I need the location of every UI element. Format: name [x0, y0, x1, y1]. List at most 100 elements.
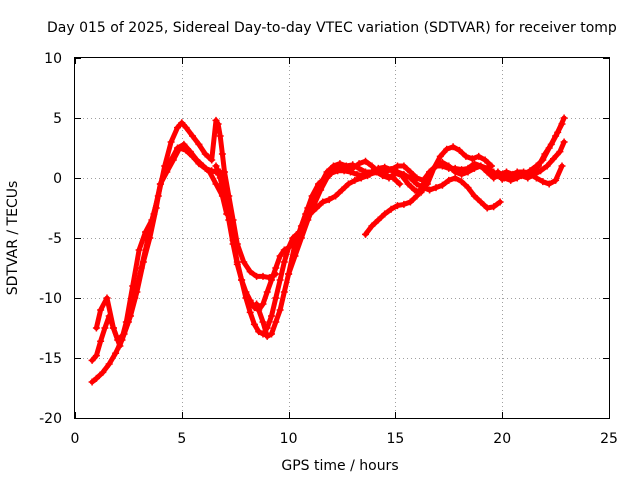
- x-axis-title: GPS time / hours: [281, 458, 398, 474]
- data-point-marker: [391, 169, 399, 177]
- x-tick-label: 0: [71, 431, 80, 447]
- data-point-marker: [458, 166, 466, 174]
- data-point-marker: [477, 198, 485, 206]
- data-point-marker: [319, 198, 327, 206]
- data-point-marker: [201, 150, 209, 158]
- data-point-marker: [362, 230, 369, 238]
- data-point-marker: [178, 119, 186, 127]
- data-point-marker: [438, 162, 446, 170]
- data-point-marker: [161, 162, 169, 170]
- data-point-marker: [432, 184, 440, 192]
- data-point-marker: [552, 176, 560, 184]
- data-point-marker: [148, 216, 156, 224]
- data-point-marker: [312, 204, 320, 212]
- data-point-marker: [240, 258, 248, 266]
- data-point-marker: [263, 332, 271, 340]
- data-point-marker: [218, 150, 226, 158]
- data-point-marker: [498, 175, 506, 183]
- data-point-marker: [558, 120, 566, 128]
- data-point-marker: [276, 306, 284, 314]
- data-point-marker: [97, 306, 105, 314]
- data-point-marker: [552, 132, 560, 140]
- data-point-marker: [364, 172, 372, 180]
- x-tick-label: 5: [177, 431, 186, 447]
- data-point-marker: [122, 318, 130, 326]
- data-point-marker: [357, 174, 365, 182]
- data-point-marker: [451, 174, 459, 182]
- data-point-marker: [456, 146, 463, 154]
- data-point-marker: [344, 180, 352, 188]
- data-point-marker: [413, 174, 421, 182]
- data-point-marker: [221, 186, 228, 194]
- data-point-marker: [462, 152, 470, 160]
- data-point-marker: [477, 162, 485, 170]
- data-point-marker: [445, 164, 453, 172]
- data-point-marker: [154, 192, 162, 200]
- data-point-marker: [550, 155, 557, 163]
- data-point-marker: [530, 170, 538, 178]
- data-point-marker: [139, 258, 147, 266]
- data-point-marker: [88, 356, 96, 364]
- data-point-marker: [272, 318, 280, 326]
- data-point-marker: [394, 162, 401, 170]
- data-point-marker: [532, 162, 540, 170]
- data-point-marker: [133, 288, 141, 296]
- data-point-marker: [135, 246, 143, 254]
- data-point-marker: [99, 368, 107, 376]
- data-layer: [88, 114, 568, 386]
- data-point-marker: [362, 157, 369, 165]
- data-point-marker: [180, 140, 188, 148]
- data-point-marker: [426, 168, 434, 176]
- data-point-marker: [436, 152, 444, 160]
- data-point-marker: [545, 144, 553, 152]
- data-point-marker: [381, 210, 389, 218]
- data-point-marker: [389, 174, 397, 182]
- data-point-marker: [432, 162, 440, 170]
- data-point-marker: [146, 234, 154, 242]
- grid-layer: [75, 58, 609, 418]
- data-point-marker: [496, 198, 504, 206]
- data-point-marker: [109, 324, 117, 332]
- data-point-marker: [238, 276, 246, 284]
- data-point-marker: [182, 124, 190, 132]
- data-point-marker: [259, 318, 267, 326]
- data-point-marker: [400, 200, 408, 208]
- data-point-marker: [186, 148, 194, 156]
- data-series-line: [296, 144, 494, 235]
- data-point-marker: [327, 169, 335, 177]
- data-point-marker: [332, 192, 340, 200]
- data-point-marker: [445, 176, 453, 184]
- data-point-marker: [315, 180, 322, 188]
- data-point-marker: [404, 180, 412, 188]
- data-point-marker: [387, 166, 395, 174]
- data-point-marker: [276, 252, 284, 260]
- data-point-marker: [376, 168, 384, 176]
- data-point-marker: [195, 140, 203, 148]
- x-tick-label: 15: [386, 431, 404, 447]
- data-point-marker: [263, 288, 271, 296]
- data-point-marker: [558, 162, 566, 170]
- data-point-marker: [458, 178, 466, 186]
- data-point-marker: [272, 294, 280, 302]
- data-point-marker: [246, 268, 254, 276]
- data-point-marker: [280, 288, 288, 296]
- data-point-marker: [212, 162, 220, 170]
- data-series-line: [89, 145, 223, 385]
- data-point-marker: [411, 186, 419, 194]
- tick-layer: 0 5 10 15 20 25 -20 -15 -10 -5 0 5 10: [39, 51, 618, 447]
- data-point-marker: [321, 174, 329, 182]
- data-point-marker: [387, 205, 395, 213]
- data-point-marker: [351, 176, 359, 184]
- data-point-marker: [212, 180, 220, 188]
- data-point-marker: [464, 184, 472, 192]
- data-point-marker: [398, 172, 406, 180]
- data-point-marker: [199, 162, 207, 170]
- data-point-marker: [334, 167, 342, 175]
- data-point-marker: [174, 144, 181, 152]
- data-point-marker: [105, 360, 113, 368]
- data-point-marker: [97, 337, 105, 345]
- data-point-marker: [291, 240, 299, 248]
- data-point-marker: [406, 168, 414, 176]
- data-point-marker: [167, 138, 175, 146]
- y-tick-label: 5: [53, 111, 62, 127]
